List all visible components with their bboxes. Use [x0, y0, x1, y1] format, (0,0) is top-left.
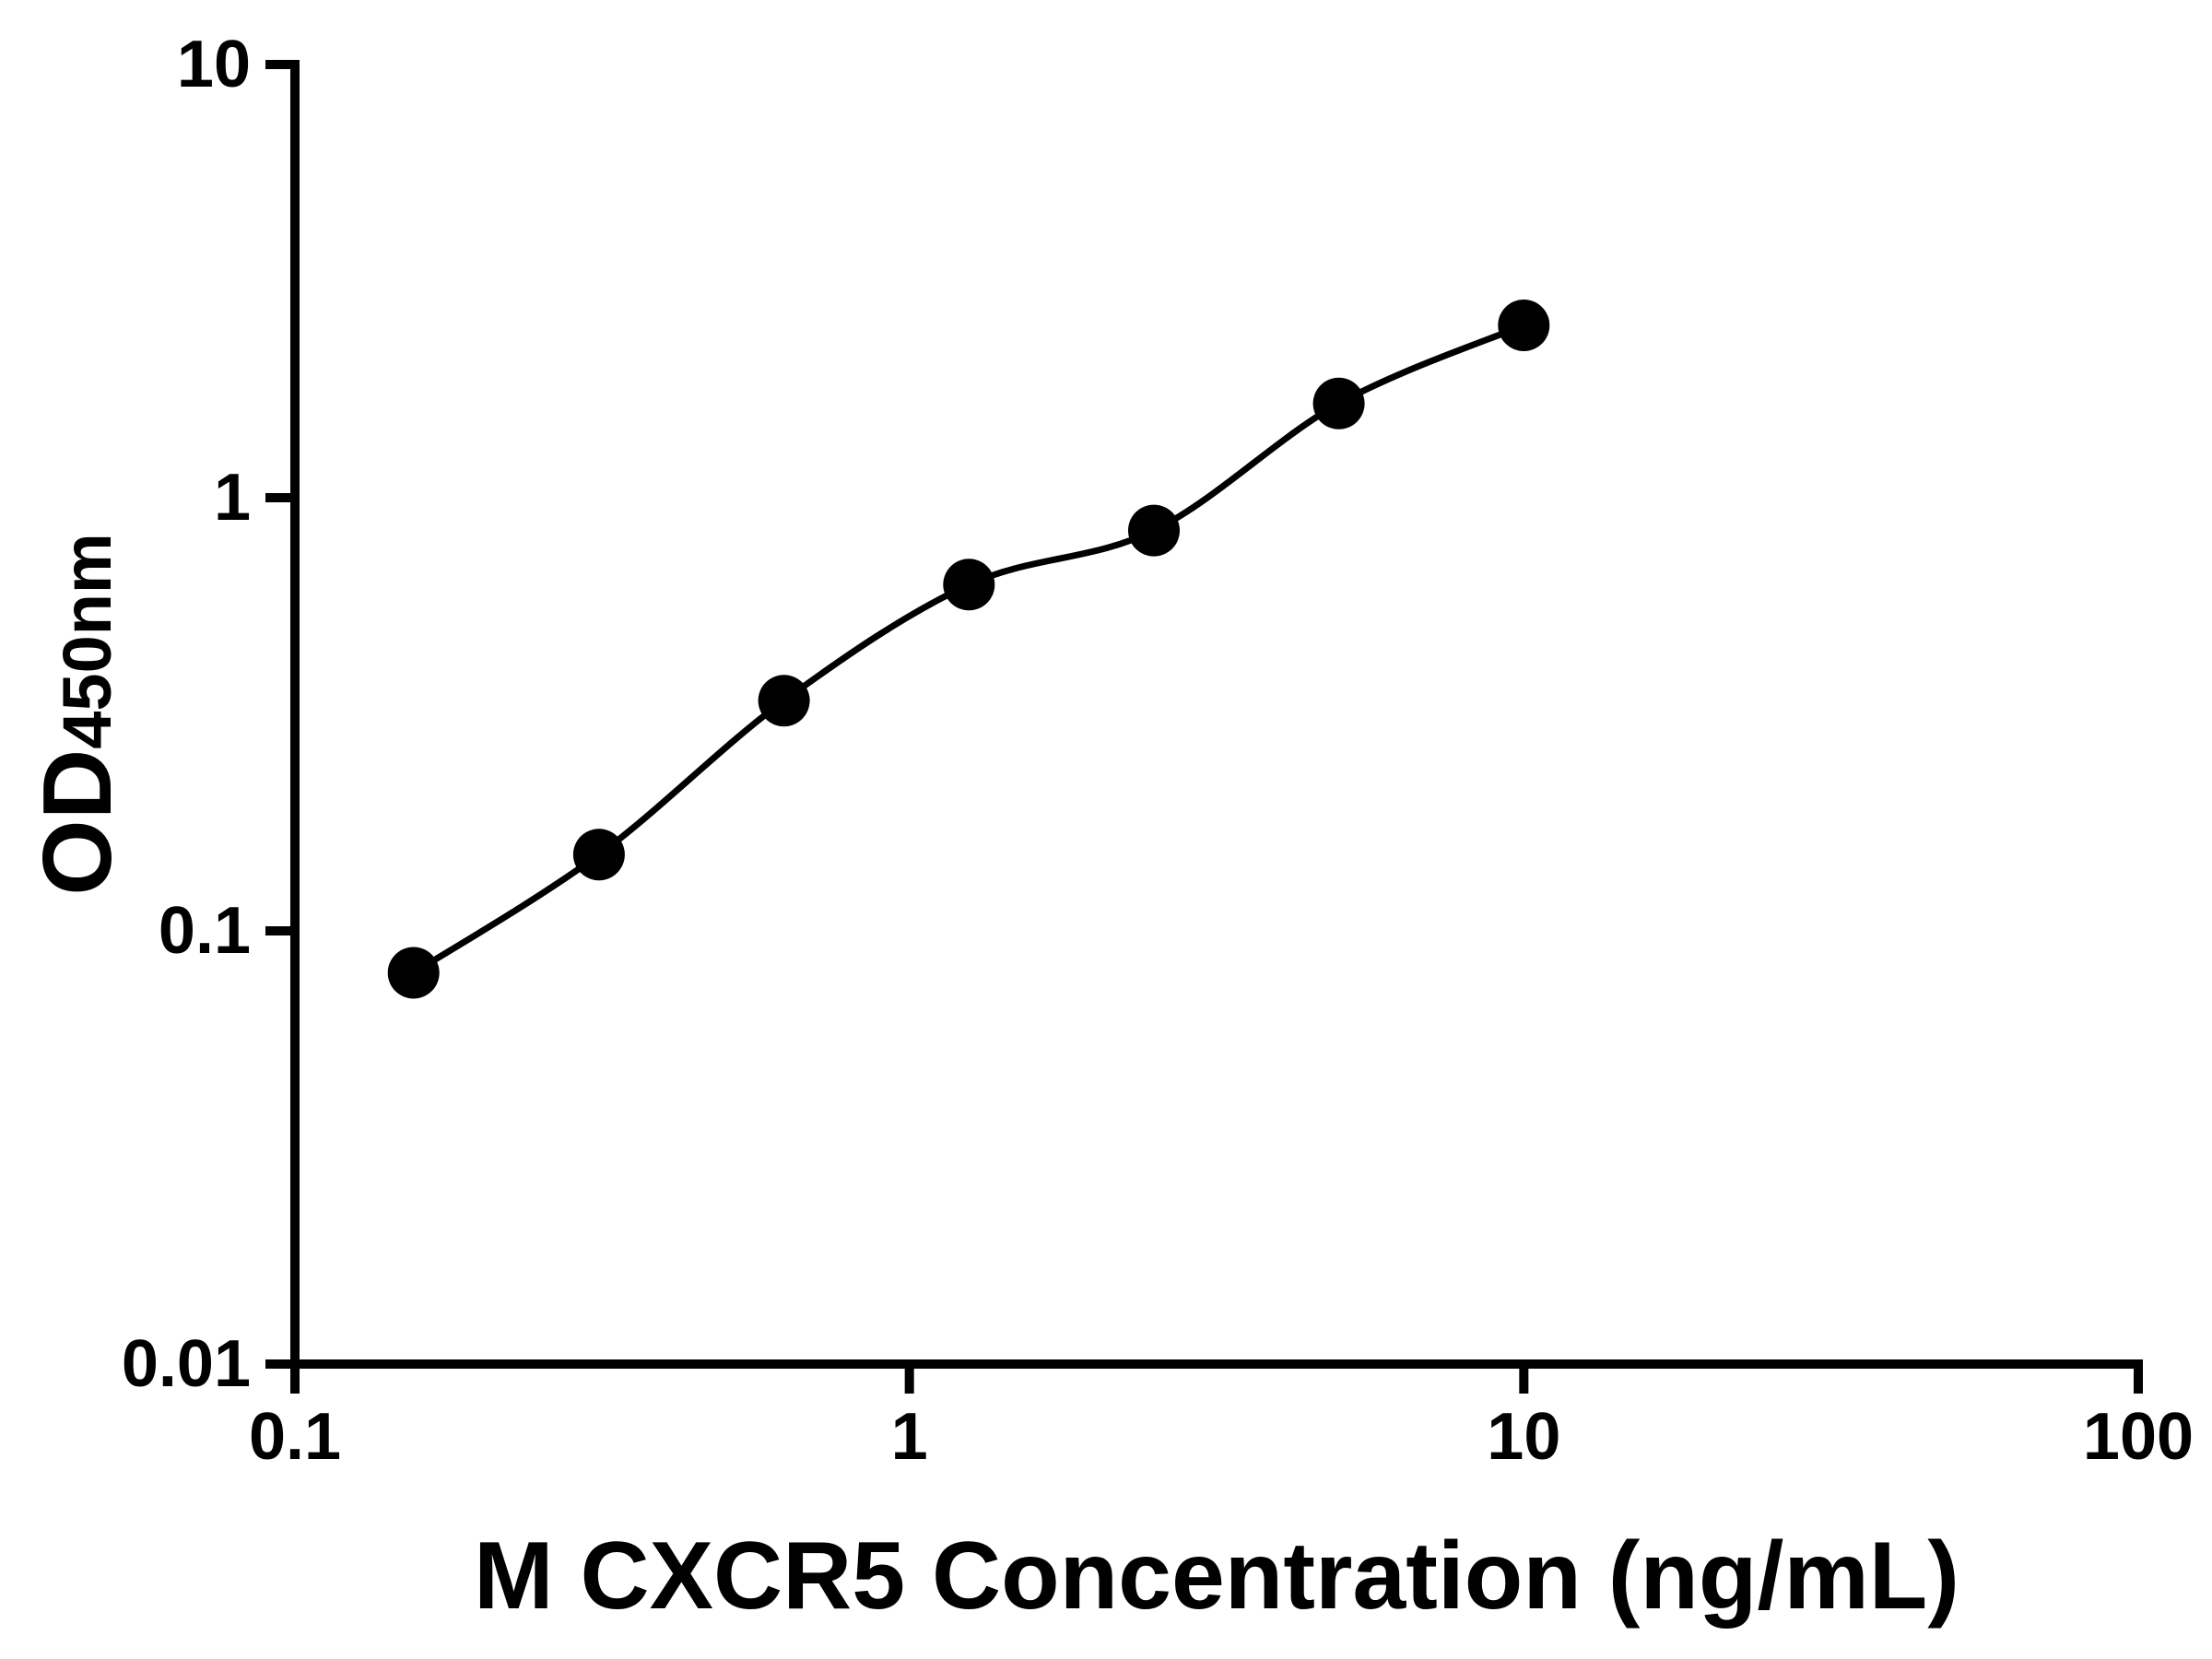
- data-point: [1128, 504, 1180, 557]
- y-axis-tick-label: 10: [177, 28, 251, 101]
- x-axis-title: M CXCR5 Concentration (ng/mL): [474, 1523, 1959, 1630]
- y-axis-title-subscript: 450nm: [49, 533, 125, 748]
- data-point: [1498, 300, 1550, 351]
- x-axis-tick-label: 0.1: [249, 1400, 341, 1474]
- data-point: [572, 829, 625, 881]
- x-axis-tick-label: 1: [891, 1400, 928, 1474]
- fit-curve: [411, 322, 1525, 976]
- data-point: [758, 675, 810, 727]
- axis-spines: [290, 60, 2143, 1369]
- data-point: [387, 947, 440, 999]
- data-point: [943, 559, 995, 611]
- y-axis-title-main: OD: [23, 749, 132, 896]
- data-point: [1312, 377, 1365, 429]
- y-axis-title: OD450nm: [23, 533, 132, 895]
- x-axis-tick-label: 10: [1487, 1400, 1560, 1474]
- x-axis-tick-label: 100: [2083, 1400, 2194, 1474]
- y-axis-tick-label: 1: [214, 461, 251, 535]
- y-axis-tick-label: 0.01: [122, 1327, 251, 1401]
- y-axis-tick-label: 0.1: [159, 894, 251, 968]
